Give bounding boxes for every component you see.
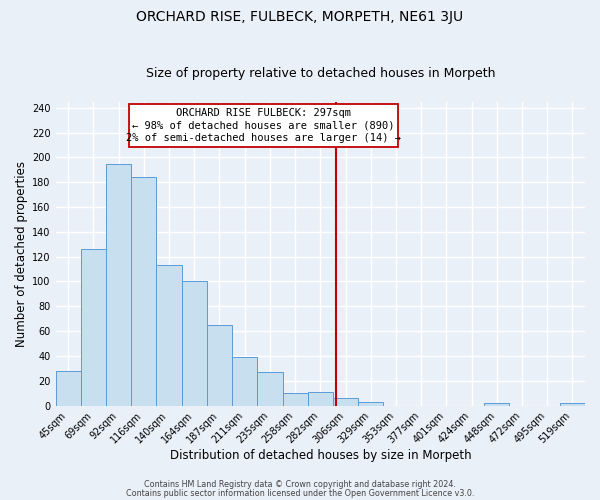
Text: ORCHARD RISE FULBECK: 297sqm: ORCHARD RISE FULBECK: 297sqm (176, 108, 351, 118)
Bar (207, 325, 232, 406)
Bar (308, 392, 333, 406)
Bar (106, 164, 131, 406)
X-axis label: Distribution of detached houses by size in Morpeth: Distribution of detached houses by size … (170, 450, 471, 462)
Text: Contains public sector information licensed under the Open Government Licence v3: Contains public sector information licen… (126, 488, 474, 498)
Y-axis label: Number of detached properties: Number of detached properties (15, 160, 28, 346)
Bar (56, 371, 81, 406)
Bar (182, 282, 207, 406)
Bar (257, 372, 283, 406)
FancyBboxPatch shape (129, 104, 398, 148)
Bar (283, 393, 308, 406)
Bar (157, 266, 182, 406)
Bar (560, 403, 585, 406)
Title: Size of property relative to detached houses in Morpeth: Size of property relative to detached ho… (146, 66, 495, 80)
Text: Contains HM Land Registry data © Crown copyright and database right 2024.: Contains HM Land Registry data © Crown c… (144, 480, 456, 489)
Bar (358, 402, 383, 406)
Bar (131, 177, 157, 406)
Bar (81, 249, 106, 406)
Text: ← 98% of detached houses are smaller (890): ← 98% of detached houses are smaller (89… (133, 120, 395, 130)
Bar (333, 398, 358, 406)
Bar (484, 403, 509, 406)
Text: ORCHARD RISE, FULBECK, MORPETH, NE61 3JU: ORCHARD RISE, FULBECK, MORPETH, NE61 3JU (136, 10, 464, 24)
Bar (232, 357, 257, 406)
Text: 2% of semi-detached houses are larger (14) →: 2% of semi-detached houses are larger (1… (126, 132, 401, 142)
